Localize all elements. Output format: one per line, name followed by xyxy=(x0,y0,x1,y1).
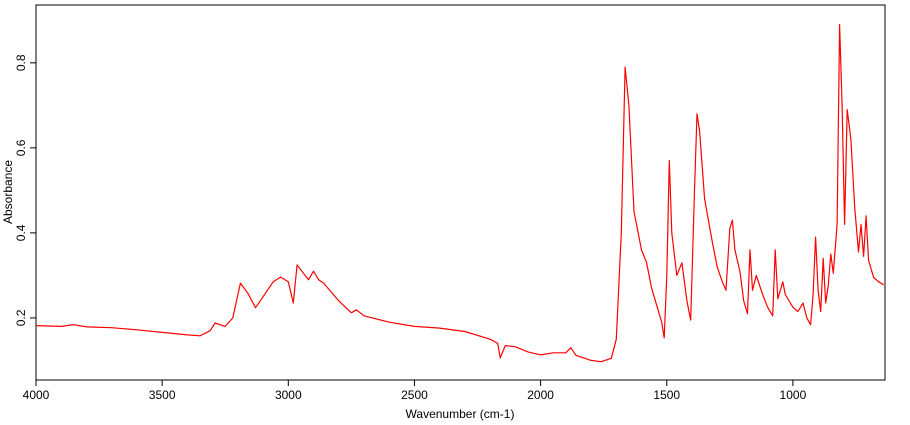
x-tick-label: 1000 xyxy=(780,388,807,402)
x-tick-label: 4000 xyxy=(23,388,50,402)
y-tick-label: 0.6 xyxy=(14,139,28,156)
x-tick-label: 3500 xyxy=(149,388,176,402)
x-tick-label: 3000 xyxy=(275,388,302,402)
x-axis-label: Wavenumber (cm-1) xyxy=(406,407,515,421)
y-axis-label: Absorbance xyxy=(1,160,15,224)
y-tick-label: 0.4 xyxy=(14,224,28,241)
y-tick-label: 0.2 xyxy=(14,309,28,326)
x-tick-label: 1500 xyxy=(653,388,680,402)
plot-frame xyxy=(35,4,886,381)
y-tick-label: 0.8 xyxy=(14,54,28,71)
spectrum-line xyxy=(35,24,885,363)
x-tick-label: 2500 xyxy=(401,388,428,402)
x-tick-label: 2000 xyxy=(527,388,554,402)
